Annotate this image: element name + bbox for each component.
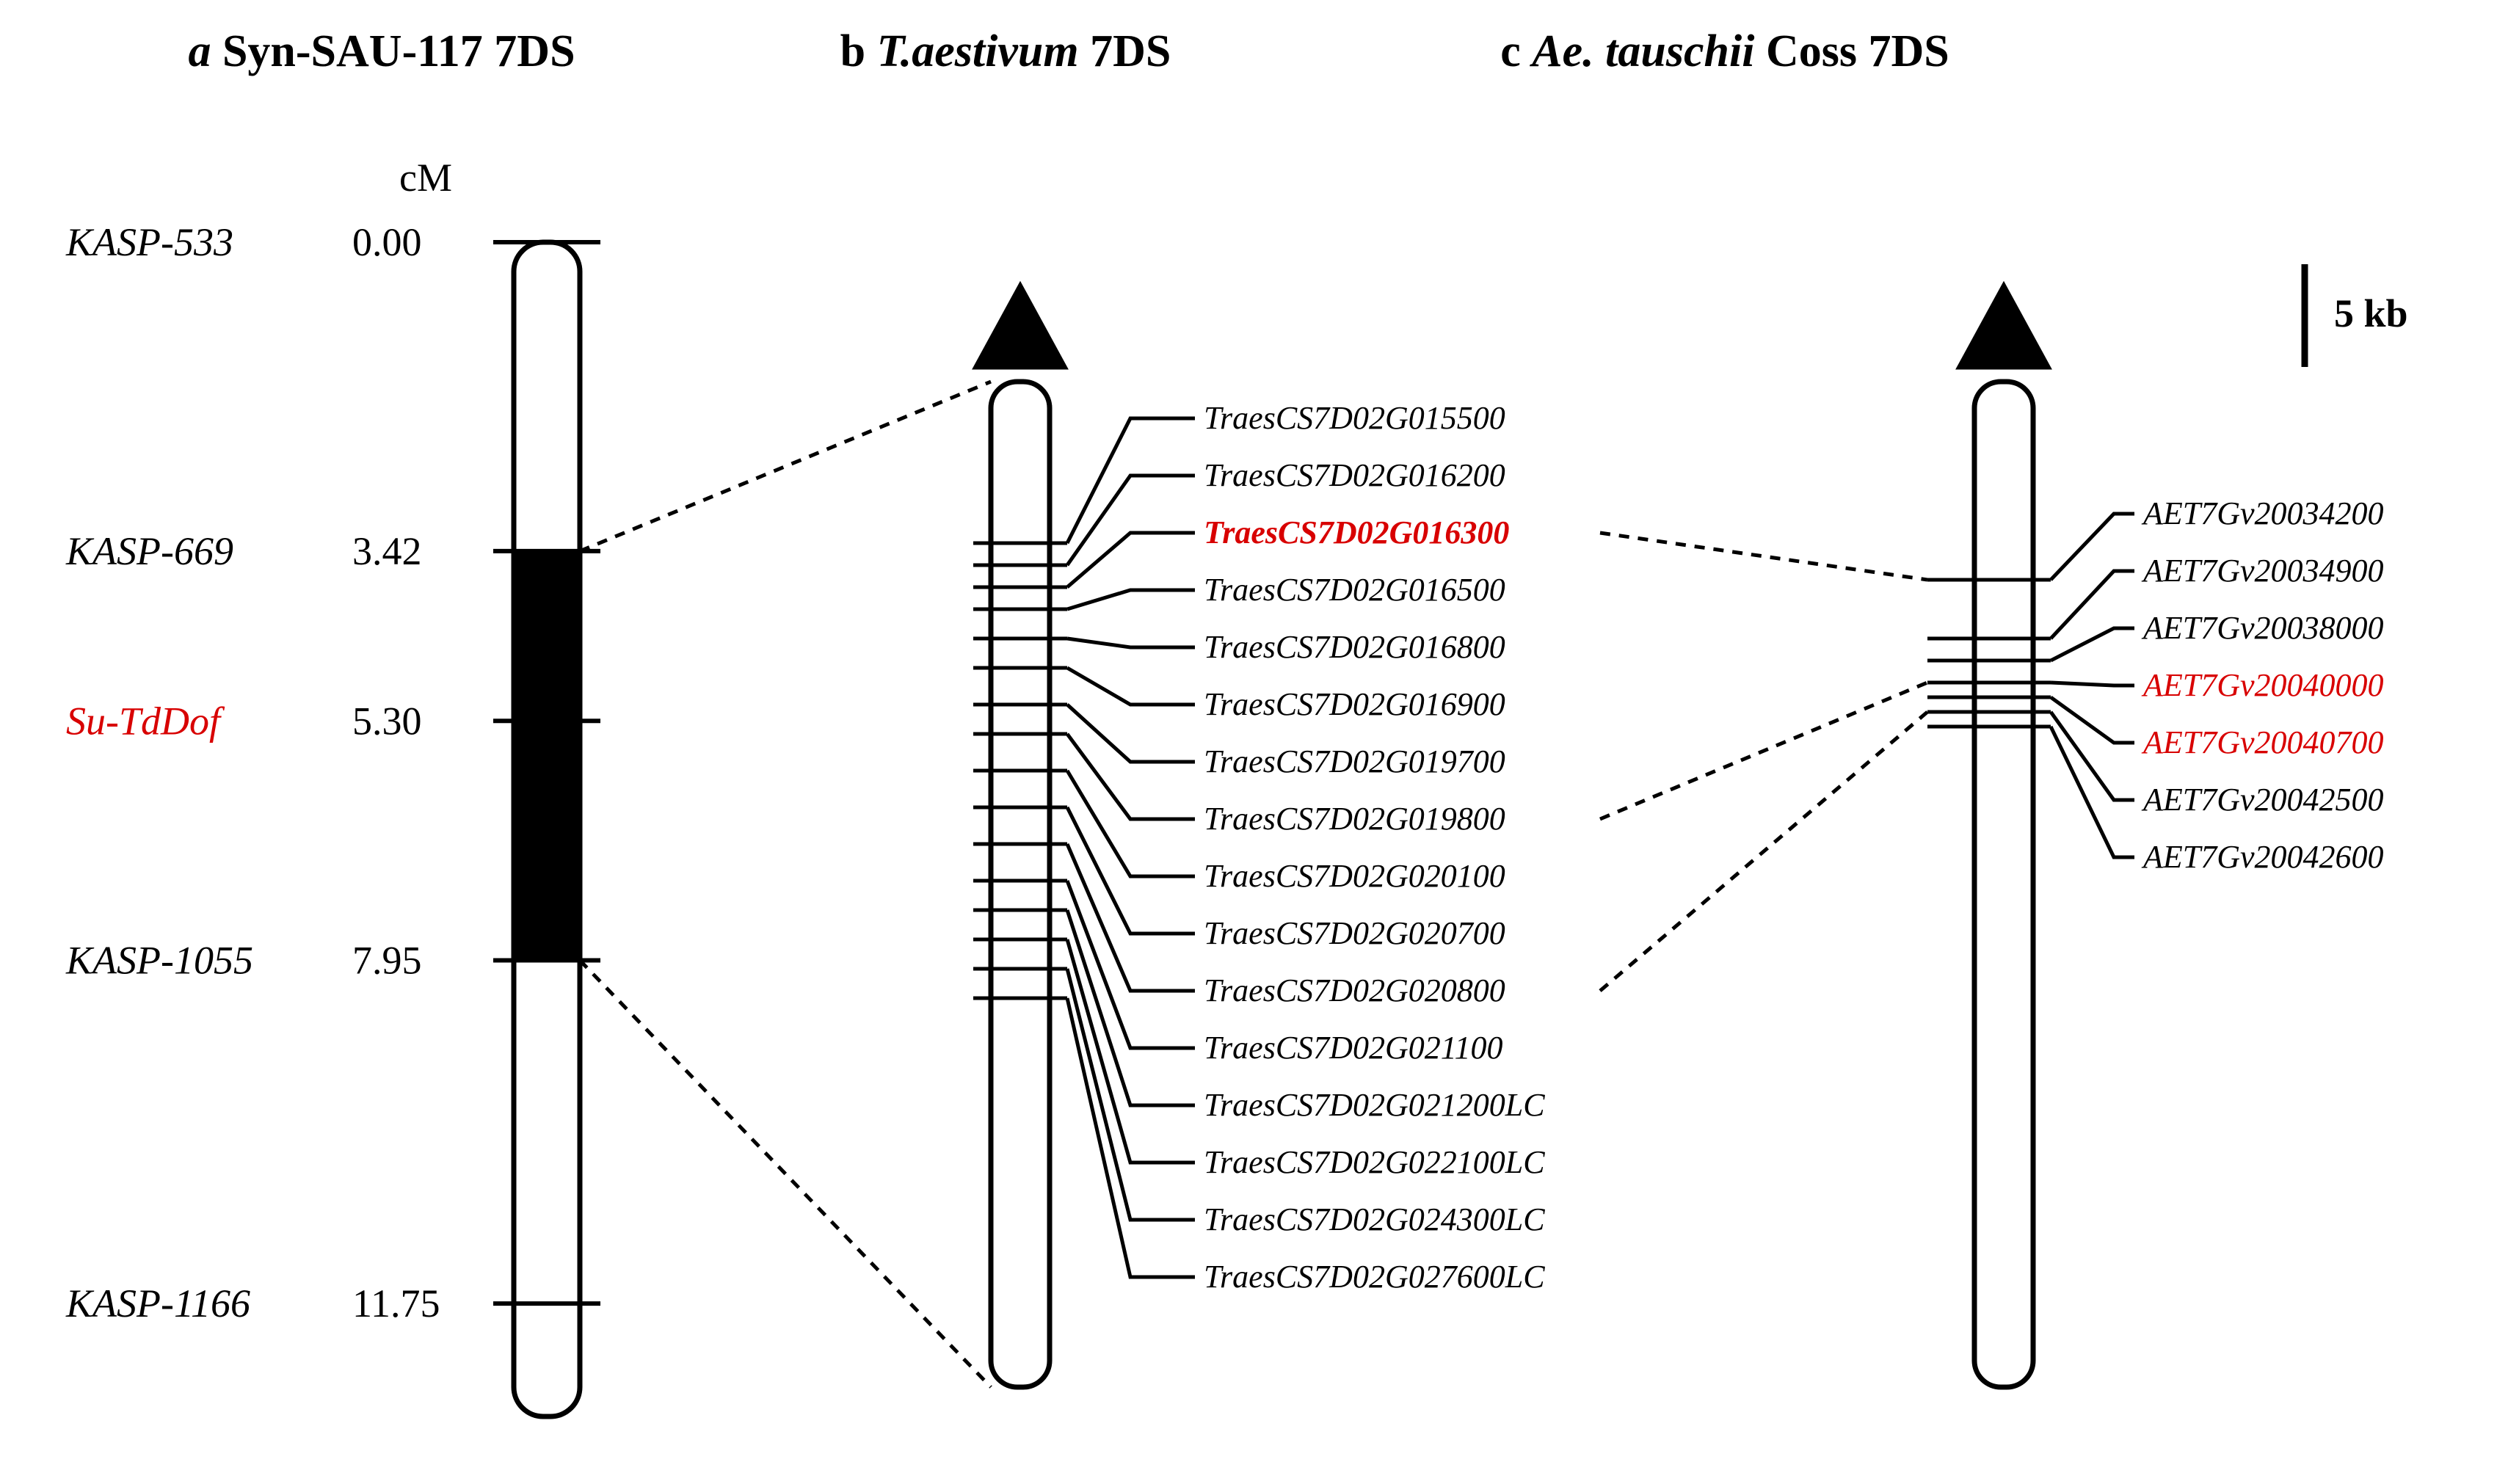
panel-c-chromosome xyxy=(1974,382,2033,1387)
panel-b-connector xyxy=(1067,668,1195,705)
panel-b-gene-label: TraesCS7D02G022100LC xyxy=(1204,1144,1545,1180)
panel-a-cm-value: 7.95 xyxy=(352,938,422,982)
panel-c-connector xyxy=(2051,727,2134,857)
dashed-link-bc xyxy=(1600,712,1927,991)
panel-c-connector xyxy=(2051,628,2134,661)
panel-a-cm-value: 3.42 xyxy=(352,529,422,573)
panel-c-gene-label: AET7Gv20038000 xyxy=(2141,610,2384,646)
panel-b-connector xyxy=(1067,418,1195,543)
panel-c-gene-label: AET7Gv20034900 xyxy=(2141,553,2384,589)
panel-a-marker-label: KASP-533 xyxy=(65,220,233,264)
panel-a-marker-label: KASP-1055 xyxy=(65,938,253,982)
panel-b-gene-label: TraesCS7D02G020100 xyxy=(1204,858,1505,894)
panel-b-gene-label: TraesCS7D02G019800 xyxy=(1204,801,1505,837)
panel-b-gene-label: TraesCS7D02G016500 xyxy=(1204,572,1505,608)
panel-b-connector xyxy=(1067,705,1195,762)
panel-a-qtl-region xyxy=(514,551,580,961)
panel-b-gene-label: TraesCS7D02G027600LC xyxy=(1204,1259,1545,1295)
panel-b-gene-label: TraesCS7D02G015500 xyxy=(1204,400,1505,436)
panel-b-gene-label: TraesCS7D02G016800 xyxy=(1204,629,1505,665)
panel-b-gene-label: TraesCS7D02G020700 xyxy=(1204,915,1505,951)
title-a: a Syn-SAU-117 7DS xyxy=(188,26,575,76)
panel-b-gene-label: TraesCS7D02G016900 xyxy=(1204,686,1505,722)
panel-b-gene-label: TraesCS7D02G016300 xyxy=(1204,514,1509,550)
panel-b-connector xyxy=(1067,734,1195,819)
dashed-link-ab-top xyxy=(580,382,991,551)
panel-c-gene-label: AET7Gv20042600 xyxy=(2141,839,2384,875)
panel-a-marker-label: KASP-669 xyxy=(65,529,233,573)
panel-c-gene-label: AET7Gv20042500 xyxy=(2141,782,2384,818)
panel-b-gene-label: TraesCS7D02G024300LC xyxy=(1204,1201,1545,1237)
panel-a-marker-label: Su-TdDof xyxy=(66,699,225,743)
panel-a-marker-label: KASP-1166 xyxy=(65,1281,250,1325)
panel-b-connector xyxy=(1067,771,1195,876)
panel-c-arrow-icon xyxy=(1960,286,2048,367)
panel-a-cm-value: 11.75 xyxy=(352,1281,440,1325)
title-b: b T.aestivum 7DS xyxy=(840,26,1171,76)
panel-b-connector xyxy=(1067,807,1195,934)
panel-b-connector xyxy=(1067,590,1195,609)
panel-b-gene-label: TraesCS7D02G021200LC xyxy=(1204,1087,1545,1123)
cm-header: cM xyxy=(399,156,452,200)
panel-a-cm-value: 0.00 xyxy=(352,220,422,264)
panel-b-connector xyxy=(1067,476,1195,565)
panel-c-connector xyxy=(2051,683,2134,685)
scale-label: 5 kb xyxy=(2334,291,2408,335)
dashed-link-bc xyxy=(1600,533,1927,580)
panel-c-gene-label: AET7Gv20034200 xyxy=(2141,495,2384,531)
panel-c-connector xyxy=(2051,697,2134,743)
panel-b-gene-label: TraesCS7D02G016200 xyxy=(1204,457,1505,493)
panel-b-chromosome xyxy=(991,382,1050,1387)
panel-a-cm-value: 5.30 xyxy=(352,699,422,743)
panel-c-gene-label: AET7Gv20040700 xyxy=(2141,724,2384,760)
panel-b-gene-label: TraesCS7D02G019700 xyxy=(1204,743,1505,779)
panel-b-connector xyxy=(1067,639,1195,647)
panel-b-arrow-icon xyxy=(976,286,1064,367)
dashed-link-bc xyxy=(1600,683,1927,819)
dashed-link-ab-bottom xyxy=(580,960,991,1387)
panel-c-gene-label: AET7Gv20040000 xyxy=(2141,667,2384,703)
panel-b-gene-label: TraesCS7D02G020800 xyxy=(1204,972,1505,1008)
panel-b-gene-label: TraesCS7D02G021100 xyxy=(1204,1030,1502,1066)
title-c: c Ae. tauschii Coss 7DS xyxy=(1500,26,1949,76)
